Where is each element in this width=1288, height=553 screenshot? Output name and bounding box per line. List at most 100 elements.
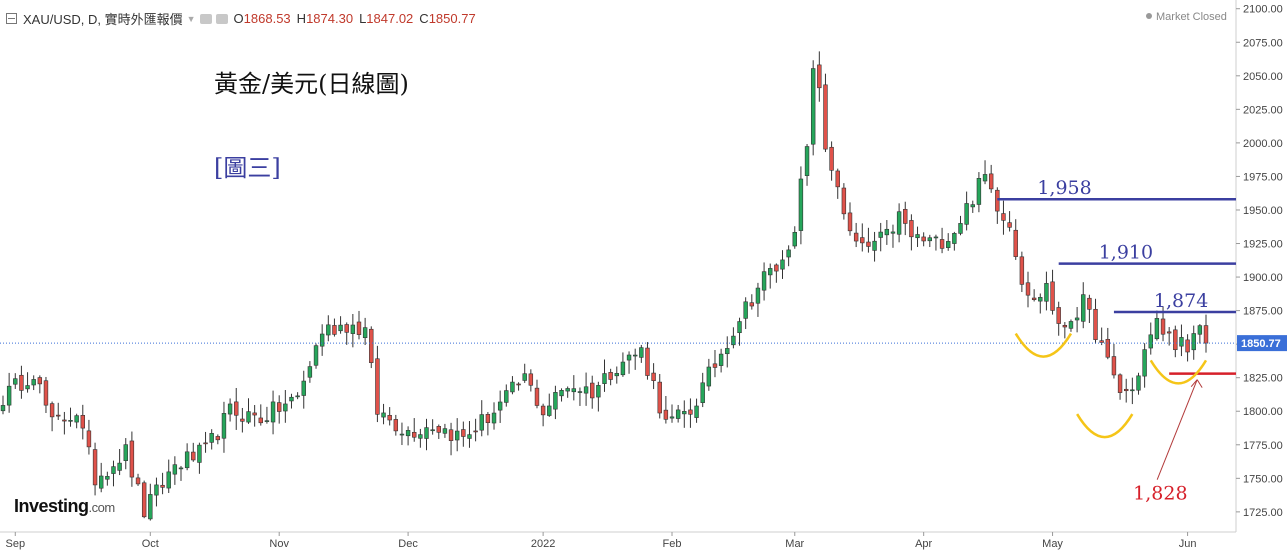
candle-body [338,324,343,332]
candle-body [1130,389,1135,392]
candle-body [817,64,822,89]
level-label: 1,958 [1037,177,1091,199]
candle-body [491,412,497,424]
candle-body [810,68,816,145]
candle-body [270,401,276,423]
candle-body [749,302,755,307]
candle-body [454,430,460,441]
candle-body [982,174,988,182]
candle-body [890,231,896,234]
candle-body [166,471,171,489]
candle-body [737,321,742,334]
candle-body [510,381,515,393]
candle-body [774,264,779,272]
candle-body [332,325,337,335]
candle-body [479,414,484,431]
collapse-icon[interactable] [6,13,17,24]
candle-body [540,405,546,416]
x-tick-label: Apr [915,538,932,550]
candle-body [442,428,448,434]
candle-body [92,449,98,486]
candle-body [590,382,595,399]
candle-body [1081,294,1086,322]
candle-body [234,401,239,416]
candle-body [504,390,509,403]
candle-body [909,220,914,238]
candle-body [688,409,693,415]
candle-body [246,411,251,423]
candle-body [6,385,12,406]
candle-body [56,414,61,417]
candle-body [221,413,227,439]
candle-body [743,301,748,319]
candle-body [1191,333,1196,351]
symbol-label[interactable]: XAU/USD, D, 實時外匯報價 [23,12,183,27]
candle-body [946,241,951,248]
candle-body [197,444,202,463]
candle-body [227,403,233,415]
candle-body [37,377,43,385]
y-tick-label: 1875.00 [1243,306,1283,318]
eye-icon[interactable] [215,13,228,24]
settings-icon[interactable] [199,13,212,24]
candle-body [939,239,945,249]
candle-body [1087,297,1092,310]
x-tick-label: Jun [1179,538,1197,550]
candle-body [823,84,828,150]
candle-body [872,240,877,251]
candle-body [1074,317,1080,321]
y-tick-label: 1775.00 [1243,440,1283,452]
x-tick-label: Sep [5,538,25,550]
candle-body [13,378,18,385]
candle-body [436,426,441,433]
candle-body [62,419,67,422]
candle-body [19,374,24,391]
y-tick-label: 1925.00 [1243,239,1283,251]
candle-body [43,380,49,406]
candle-body [1124,388,1129,392]
candle-body [632,354,638,357]
y-tick-label: 1950.00 [1243,205,1283,217]
candle-body [988,173,994,190]
candle-body [473,430,478,433]
pattern-arc [1014,332,1073,358]
candle-body [283,403,288,412]
price-axis[interactable]: 1725.00 1750.00 1775.00 1800.00 1825.00 1850.… [1236,4,1287,519]
candle-body [706,366,712,387]
candle-body [1001,213,1006,221]
candle-body [1111,356,1117,376]
candle-body [964,203,969,225]
ohlc-low: L1847.02 [359,11,414,26]
time-axis[interactable]: Sep Oct Nov Dec 2022 Feb Mar Apr May Jun [5,532,1196,550]
ohlc-high: H1874.30 [296,11,354,26]
candle-body [497,401,503,411]
candle-body [362,327,368,339]
candle-body [933,236,939,239]
candle-body [350,324,356,334]
candle-body [381,412,386,418]
candle-body [49,403,55,418]
candle-body [1117,374,1123,393]
candle-body [424,427,429,439]
candle-body [313,345,319,366]
chart-annotation-title: 黃金/美元(日線圖) [214,70,409,98]
y-tick-label: 1800.00 [1243,406,1283,418]
candle-body [356,321,362,335]
candle-body [1031,297,1037,300]
candle-body [369,328,374,363]
candle-body [639,347,644,358]
y-tick-label: 2025.00 [1243,104,1283,116]
candle-body [663,409,669,420]
current-price-tag [1237,335,1287,352]
candle-body [731,335,736,346]
candle-body [718,353,724,366]
candle-body [958,223,963,234]
candle-body [841,187,847,215]
candle-body [0,405,6,412]
candle-body [172,464,178,475]
candle-body [123,444,128,461]
candle-body [252,412,257,416]
chevron-down-icon[interactable]: ▼ [186,13,196,24]
candle-body [596,385,601,398]
